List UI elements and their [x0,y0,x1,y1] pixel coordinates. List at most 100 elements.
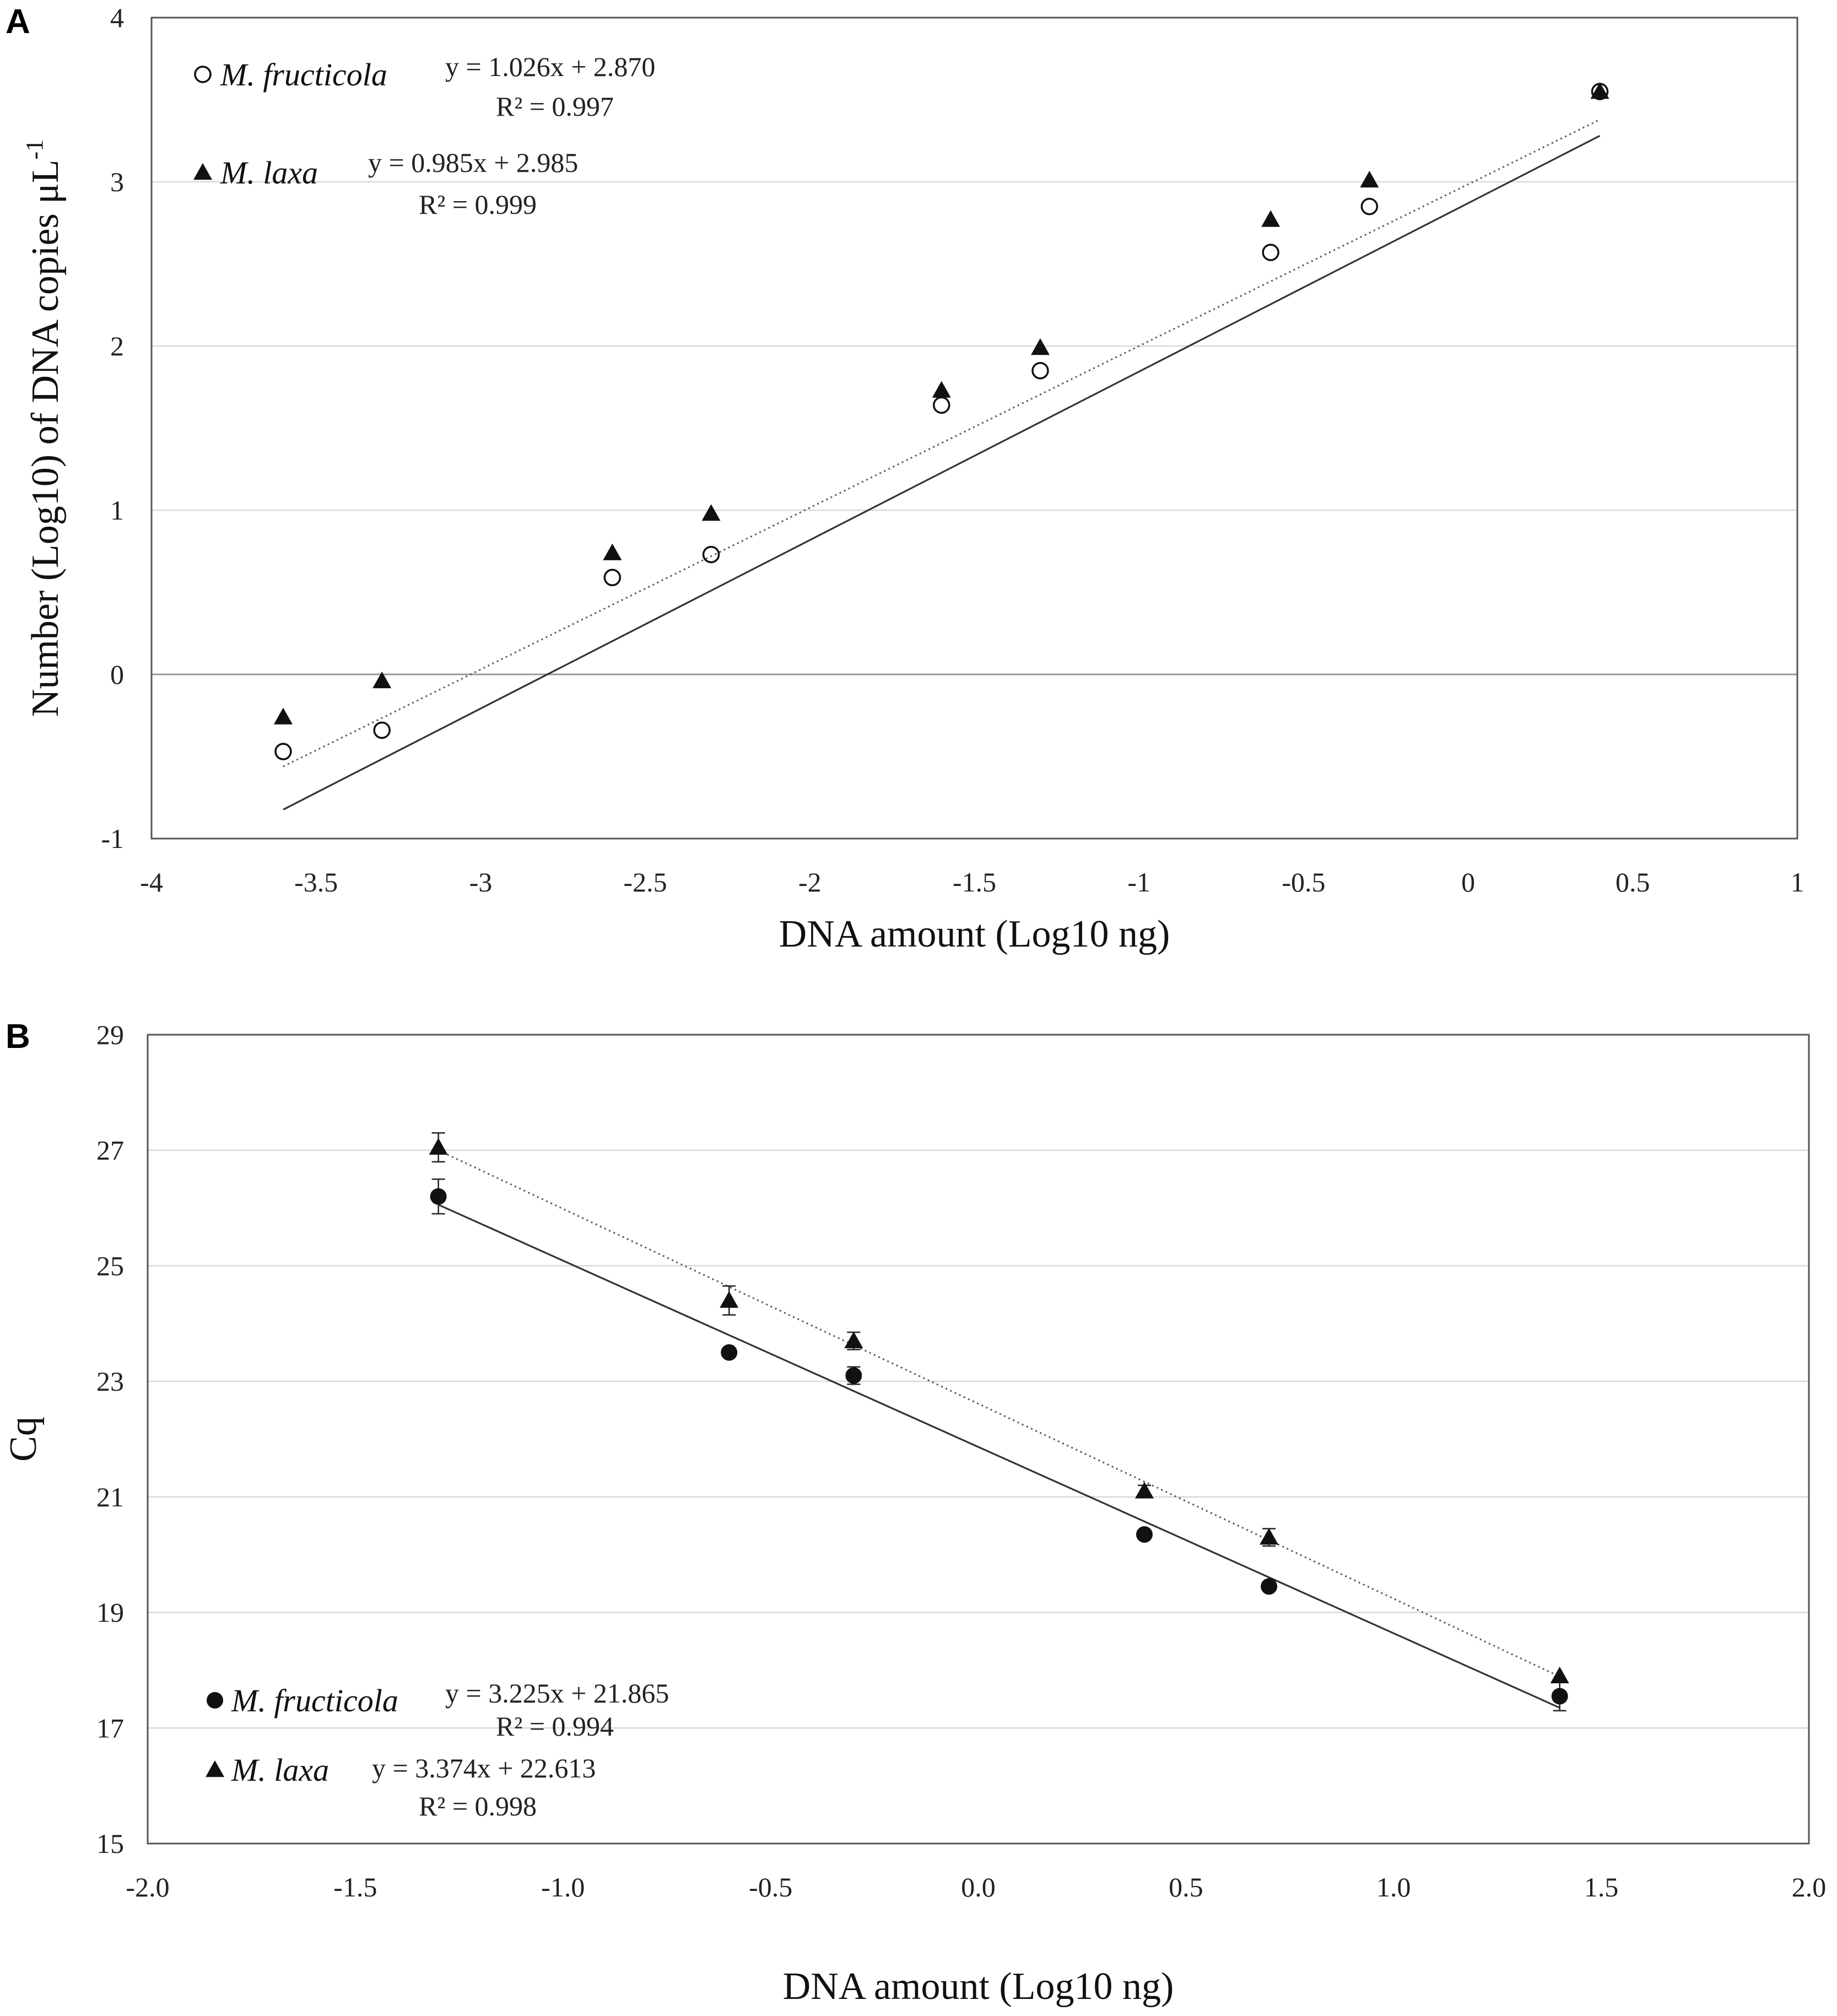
trendline-dotted [283,118,1601,768]
trendline-equation: y = 0.985x + 2.985 [368,147,578,178]
trendline-solid [283,135,1601,810]
y-tick-label: 19 [96,1597,124,1628]
x-tick-label: -1.0 [541,1872,585,1903]
legend-marker [207,1692,223,1709]
data-point [1030,338,1050,355]
trendline-equation: y = 3.374x + 22.613 [372,1753,596,1783]
y-tick-label: 2 [110,331,124,361]
x-tick-label: 1.0 [1376,1872,1411,1903]
y-tick-label: 27 [96,1135,124,1166]
plot-area-frame [150,17,1798,840]
x-tick-label: -2.0 [126,1872,169,1903]
data-point [1590,82,1609,99]
data-point [1135,1482,1154,1499]
x-tick-label: -0.5 [749,1872,792,1903]
data-point [701,504,721,521]
x-tick-label: 0 [1461,867,1475,898]
chart-panel-a: -1 0 1 2 3 4 -4 -3.5 -3 -2.5 -2 -1.5 -1 -0.5 0 0.5 1 DNA … [21,2,1804,955]
y-axis-title-text: Number (Log10) of DNA copies μL [24,160,67,717]
y-tick-label: -1 [101,823,124,854]
y-tick-label: 0 [110,659,124,690]
x-tick-label: -1.5 [333,1872,377,1903]
x-tick-label: 1.5 [1584,1872,1619,1903]
data-point [1262,244,1279,261]
data-point [274,743,292,760]
legend-marker [194,66,212,83]
x-tick-label: 0.5 [1169,1872,1203,1903]
y-axis-title-superscript: -1 [21,139,48,160]
x-tick-label: 2.0 [1792,1872,1827,1903]
trendline-equation: y = 1.026x + 2.870 [445,51,655,82]
y-tick-label: 4 [110,2,124,33]
x-tick-label: -1 [1127,867,1150,898]
data-point [603,569,622,586]
x-tick-label: -3.5 [294,867,338,898]
data-point [273,707,293,725]
y-tick-label: 25 [96,1250,124,1281]
data-point [1261,210,1281,227]
plot-area-frame [147,1034,1810,1845]
data-point [603,543,622,560]
y-tick-label: 17 [96,1712,124,1743]
data-point [844,1331,863,1349]
data-point [1260,1528,1279,1545]
panel-letter-b: B [6,1018,30,1056]
y-tick-label: 29 [96,1019,124,1050]
data-point [1551,1688,1568,1705]
data-point [430,1188,447,1205]
y-tick-label: 1 [110,495,124,526]
data-point [932,381,951,398]
data-point [702,545,720,564]
data-point [1031,361,1049,380]
chart-panel-b: 15 17 19 21 23 25 27 29 -2.0 -1.5 -1.0 -0.5 0.0 0.5 1.… [2,1019,1826,2008]
series-open-circle-0 [274,83,1609,810]
data-point [1136,1526,1153,1543]
y-tick-label: 3 [110,166,124,197]
x-tick-label: -4 [140,867,163,898]
y-axis-title: Number (Log10) of DNA copies μL-1 [21,139,67,717]
legend-marker [206,1760,224,1777]
legend-label: M. fructicola [220,57,387,93]
x-tick-label: 1 [1791,867,1804,898]
series-filled-triangle-1 [429,1132,1569,1684]
legend-label: M. laxa [231,1752,329,1788]
r-squared-label: R² = 0.997 [496,91,614,122]
x-tick-label: -1.5 [953,867,996,898]
data-point [1360,171,1379,188]
y-axis-title: Cq [2,1417,45,1462]
data-point [1550,1666,1569,1684]
data-point [429,1138,448,1155]
y-axis-title-text: Cq [2,1417,45,1462]
x-tick-label: -3 [469,867,493,898]
data-point [933,396,950,414]
legend-label: M. laxa [220,155,318,191]
data-point [372,671,392,689]
y-tick-label: 15 [96,1828,124,1859]
x-tick-label: -2 [798,867,822,898]
trendline-solid [437,1204,1560,1709]
x-tick-label: -0.5 [1282,867,1325,898]
data-point [720,1291,739,1308]
x-tick-label: 0.0 [961,1872,996,1903]
data-point [1261,1578,1278,1595]
r-squared-label: R² = 0.994 [496,1711,614,1742]
data-point [845,1367,862,1384]
legend-label: M. fructicola [231,1683,398,1718]
x-tick-label: -2.5 [624,867,667,898]
series-filled-circle-0 [430,1178,1568,1712]
x-axis-title: DNA amount (Log10 ng) [779,913,1170,955]
r-squared-label: R² = 0.999 [419,189,537,220]
data-point [373,721,391,739]
series-filled-triangle-1 [273,82,1609,768]
data-point [721,1344,738,1361]
x-axis-title: DNA amount (Log10 ng) [783,1965,1174,2008]
legend-marker [193,163,212,180]
trendline-dotted [437,1149,1560,1678]
trendline-equation: y = 3.225x + 21.865 [445,1678,669,1709]
y-tick-label: 21 [96,1482,124,1512]
data-point [1360,197,1379,215]
x-tick-label: 0.5 [1616,867,1650,898]
panel-letter-a: A [6,3,30,41]
y-tick-label: 23 [96,1366,124,1397]
